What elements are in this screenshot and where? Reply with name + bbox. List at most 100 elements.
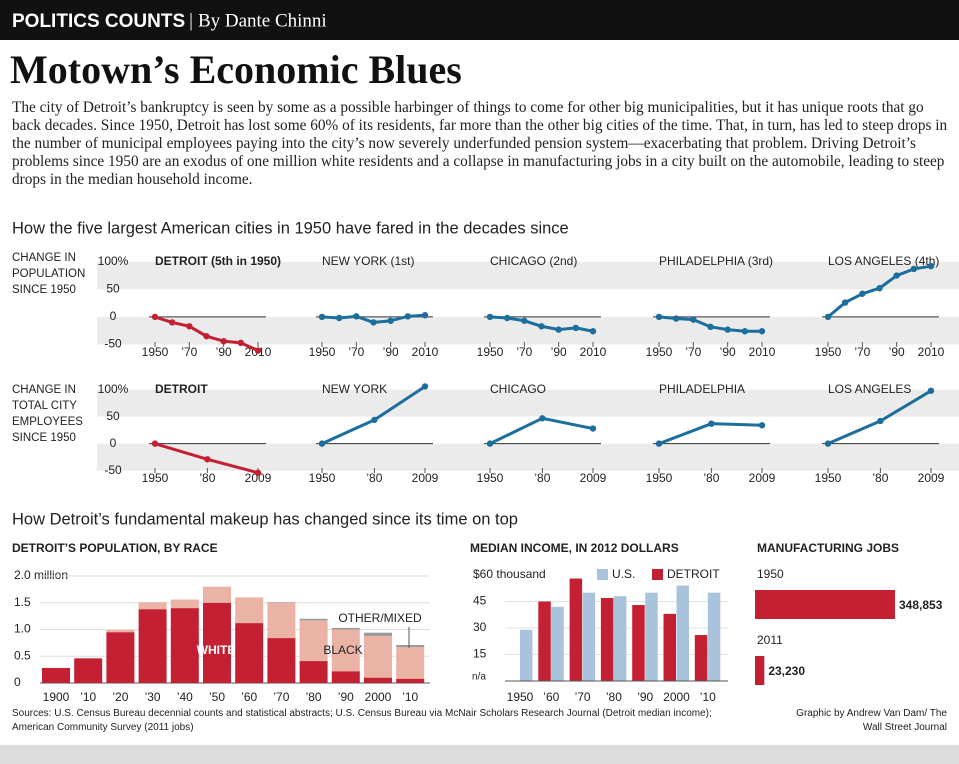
point	[186, 323, 193, 330]
grid-band	[97, 443, 959, 471]
bar	[520, 629, 533, 681]
point	[824, 313, 832, 321]
x-tick-label: ’90	[383, 345, 399, 359]
x-tick-label: ’70	[854, 345, 870, 359]
x-tick-label: ’90	[889, 345, 905, 359]
panel-title: DETROIT	[155, 382, 208, 396]
y-tick-label: 0	[110, 436, 117, 450]
point	[503, 314, 511, 322]
bar	[755, 590, 895, 619]
point	[254, 469, 262, 476]
x-tick-label: ’90	[551, 345, 567, 359]
y-tick-label: 50	[106, 282, 120, 296]
x-tick-label: 1950	[646, 471, 673, 485]
x-tick-label: ’40	[177, 690, 193, 704]
bar-segment	[203, 602, 231, 683]
x-tick-label: ’80	[872, 471, 888, 485]
panel-title: DETROIT (5th in 1950)	[155, 254, 281, 268]
point	[555, 326, 562, 333]
point	[589, 425, 597, 432]
x-tick-label: 1950	[477, 471, 504, 485]
x-tick-label: 1950	[142, 471, 169, 485]
x-tick-label: 1950	[815, 345, 842, 359]
point	[758, 422, 766, 429]
point	[589, 328, 597, 335]
panel-title: NEW YORK	[322, 382, 387, 396]
y-tick-label: 45	[473, 594, 487, 608]
x-tick-label: 1950	[815, 471, 842, 485]
x-tick-label: ’10	[80, 690, 96, 704]
chart-title: MANUFACTURING JOBS	[757, 541, 899, 555]
x-tick-label: 2000	[365, 690, 392, 704]
bar	[694, 635, 708, 681]
chart-title: DETROIT’S POPULATION, BY RACE	[12, 541, 218, 555]
line	[489, 416, 594, 445]
series-label: OTHER/MIXED	[338, 611, 422, 625]
point	[387, 317, 394, 324]
x-tick-label: ’90	[338, 690, 354, 704]
x-tick-label: 2010	[749, 345, 776, 359]
bar-segment	[170, 599, 199, 609]
point	[168, 319, 176, 326]
legend-swatch	[652, 569, 663, 580]
x-tick-label: ’60	[241, 690, 257, 704]
series-label: WHITE	[197, 643, 236, 657]
x-tick-label: ’80	[534, 471, 550, 485]
intro: The city of Detroit’s bankruptcy is seen…	[12, 99, 948, 188]
bar	[676, 585, 689, 681]
value-label: 23,230	[768, 664, 805, 678]
y-tick-label: 100%	[98, 254, 129, 268]
x-tick-label: ’90	[720, 345, 736, 359]
point	[841, 299, 849, 306]
value-label: 348,853	[899, 598, 943, 612]
point	[724, 326, 731, 333]
point	[927, 387, 935, 394]
x-tick-label: ’80	[366, 471, 382, 485]
point	[876, 285, 883, 292]
panel-title: LOS ANGELES (4th)	[828, 254, 939, 268]
x-tick-label: ’60	[543, 690, 559, 704]
header-bar	[0, 0, 959, 40]
x-tick-label: ’70	[575, 690, 591, 704]
point	[237, 339, 245, 347]
y-tick-label: 1.0	[14, 622, 31, 636]
title: Motown’s Economic Blues	[10, 47, 462, 92]
section-title: How the five largest American cities in …	[12, 219, 569, 237]
x-tick-label: ’70	[516, 345, 532, 359]
point	[655, 440, 663, 447]
panel-title: PHILADELPHIA	[659, 382, 745, 396]
y-tick-label: -50	[104, 463, 122, 477]
y-tick-label: 0	[14, 675, 21, 689]
point	[655, 313, 663, 321]
bar	[538, 601, 551, 681]
footer-bar	[0, 745, 959, 764]
point	[741, 328, 749, 335]
x-tick-label: ’70	[273, 690, 289, 704]
point	[521, 317, 528, 324]
bar-segment	[42, 668, 70, 683]
point	[204, 456, 211, 463]
x-tick-label: 2010	[580, 345, 607, 359]
x-tick-label: ’30	[145, 690, 161, 704]
x-tick-label: 2010	[412, 345, 439, 359]
point	[220, 337, 227, 345]
panel-title: LOS ANGELES	[828, 382, 911, 396]
point	[486, 440, 494, 447]
section-title: How Detroit’s fundamental makeup has cha…	[12, 510, 518, 528]
bar-segment	[170, 608, 199, 683]
x-tick-label: 2009	[749, 471, 776, 485]
bar	[569, 578, 583, 681]
point	[318, 440, 326, 447]
bar	[707, 592, 721, 681]
bar-segment	[106, 632, 135, 683]
x-tick-label: 1950	[477, 345, 504, 359]
x-tick-label: ’80	[306, 690, 322, 704]
byline: By Dante Chinni	[198, 10, 327, 31]
point	[371, 416, 378, 424]
bar-segment	[138, 609, 167, 683]
x-tick-label: 1900	[43, 690, 70, 704]
bar-segment	[267, 602, 296, 603]
x-tick-label: 2009	[580, 471, 607, 485]
